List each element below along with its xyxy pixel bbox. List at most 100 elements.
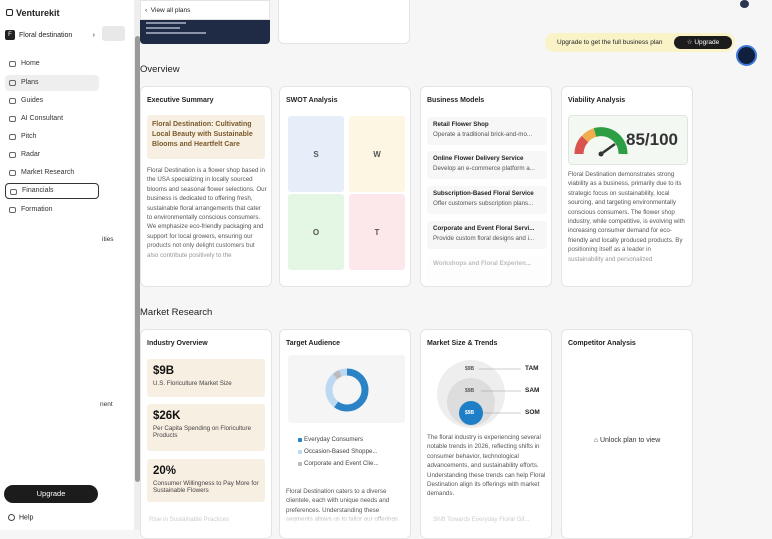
swot-strengths: S xyxy=(288,116,344,192)
model-name: Retail Flower Shop xyxy=(433,121,489,128)
viability-card[interactable]: Viability Analysis 85/100 Floral Destina… xyxy=(561,86,693,287)
card-title: Executive Summary xyxy=(147,97,214,104)
upgrade-button[interactable]: Upgrade xyxy=(4,485,98,503)
nav-label: Radar xyxy=(21,151,41,158)
brand: Venturekit xyxy=(6,8,60,18)
model-item: Subscription-Based Floral Service Offer c… xyxy=(427,186,547,214)
swot-threats: T xyxy=(349,194,405,270)
banner-button[interactable]: ☆ Upgrade xyxy=(674,36,732,49)
market-circles xyxy=(437,360,521,428)
swot-card[interactable]: SWOT Analysis S W O T xyxy=(279,86,411,287)
model-item: Retail Flower Shop Operate a traditional … xyxy=(427,117,547,145)
model-name: Corporate and Event Floral Servi... xyxy=(433,225,535,232)
card-title: Market Size & Trends xyxy=(427,340,498,347)
nav-label: Guides xyxy=(21,97,44,104)
nav-label: Plans xyxy=(21,79,39,86)
tam-label: TAM xyxy=(525,365,539,372)
tam-value: $9B xyxy=(465,366,475,372)
stat: 20% Consumer Willingness to Pay More for … xyxy=(147,459,265,502)
model-name: Subscription-Based Floral Service xyxy=(433,190,534,197)
stat-label: Consumer Willingness to Pay More for Sus… xyxy=(153,480,259,494)
legend-label: Everyday Consumers xyxy=(304,436,364,443)
nav-item[interactable]: Financials xyxy=(5,183,99,199)
help[interactable]: Help xyxy=(8,514,33,521)
model-item: Online Flower Delivery Service Develop an… xyxy=(427,151,547,179)
model-item: Corporate and Event Floral Servi... Provi… xyxy=(427,221,547,249)
sidebar: Venturekit F Floral destination › Home Pla… xyxy=(0,0,134,530)
model-desc: Develop an e-commerce platform a... xyxy=(433,165,535,172)
stat-label: Per Capita Spending on Floriculture Prod… xyxy=(153,425,252,439)
stat-value: 20% xyxy=(153,465,177,477)
gauge xyxy=(574,127,628,157)
banner-button-label: Upgrade xyxy=(694,39,720,46)
trends-text: The floral industry is experiencing seve… xyxy=(427,434,546,498)
banner-text: Upgrade to get the full business plan xyxy=(557,39,663,46)
score-box: 85/100 xyxy=(568,115,688,165)
headline: Floral Destination: Cultivating Local Be… xyxy=(147,115,265,159)
faded-text: Rise in Sustainable Practices xyxy=(149,516,230,523)
audience-text: Floral Destination caters to a diverse c… xyxy=(286,488,399,523)
som-value: $9B xyxy=(465,410,475,416)
project-name: Floral destination xyxy=(19,32,73,39)
stat: $26K Per Capita Spending on Floriculture … xyxy=(147,404,265,451)
hidden-text: ities xyxy=(102,236,114,243)
locked-label: Unlock plan to view xyxy=(599,437,661,444)
nav-item[interactable]: Guides xyxy=(5,93,99,109)
brand-text: Venturekit xyxy=(16,8,60,18)
legend-item: Corporate and Event Clie... xyxy=(298,460,379,467)
legend-item: Occasion-Based Shoppe... xyxy=(298,448,378,455)
card-title: Industry Overview xyxy=(147,340,208,347)
industry-overview-card[interactable]: Industry Overview $9B U.S. Floriculture M… xyxy=(140,329,272,539)
nav-label: Home xyxy=(21,60,40,67)
avatar[interactable] xyxy=(736,45,757,66)
plan-thumbnail[interactable] xyxy=(140,20,270,44)
model-desc: Operate a traditional brick-and-mo... xyxy=(433,131,533,138)
nav-label: Market Research xyxy=(21,169,75,176)
card-title: Competitor Analysis xyxy=(568,340,636,347)
swot-weaknesses: W xyxy=(349,116,405,192)
hidden-text: nent xyxy=(100,401,113,408)
upgrade-banner: Upgrade to get the full business plan ☆ … xyxy=(545,33,735,52)
view-all-label: View all plans xyxy=(150,7,191,14)
nav-item[interactable]: Home xyxy=(5,56,99,72)
nav-item[interactable]: Pitch xyxy=(5,129,99,145)
view-all-plans[interactable]: ‹ View all plans xyxy=(140,0,270,20)
plan-card[interactable] xyxy=(278,0,410,44)
nav-label: Financials xyxy=(22,187,54,194)
section-heading: Market Research xyxy=(140,307,213,318)
nav-item[interactable]: Formation xyxy=(5,202,99,218)
model-desc: Offer customers subscription plans... xyxy=(433,200,534,207)
competitor-card[interactable]: Competitor Analysis ⌂ Unlock plan to vie… xyxy=(561,329,693,539)
project-select[interactable]: F Floral destination › xyxy=(5,29,97,43)
stat-value: $9B xyxy=(153,365,175,377)
faded-text: Shift Towards Everyday Floral Gif... xyxy=(433,516,530,523)
nav-item[interactable]: Market Research xyxy=(5,165,99,181)
nav-label: Pitch xyxy=(21,133,37,140)
nav-item[interactable]: Radar xyxy=(5,147,99,163)
nav-item[interactable]: AI Consultant xyxy=(5,111,99,127)
legend-label: Corporate and Event Clie... xyxy=(304,460,379,467)
market-size-card[interactable]: Market Size & Trends $9B $9B $9B TAM SAM… xyxy=(420,329,552,539)
business-models-card[interactable]: Business Models Retail Flower Shop Operat… xyxy=(420,86,552,287)
summary-text: Floral Destination is a flower shop base… xyxy=(147,167,267,259)
section-heading: Overview xyxy=(140,64,180,75)
nav-item[interactable]: Plans xyxy=(5,75,99,91)
account-icon[interactable] xyxy=(740,0,749,8)
scrollbar-thumb[interactable] xyxy=(134,36,140,482)
card-title: SWOT Analysis xyxy=(286,97,338,104)
collapse-button[interactable] xyxy=(102,26,125,41)
legend-item: Everyday Consumers xyxy=(298,436,364,443)
target-audience-card[interactable]: Target Audience Everyday Consumers Occas… xyxy=(279,329,411,539)
card-title: Target Audience xyxy=(286,340,341,347)
help-label: Help xyxy=(19,514,34,522)
executive-summary-card[interactable]: Executive Summary Floral Destination: Cu… xyxy=(140,86,272,287)
chart-box xyxy=(288,355,405,423)
score: 85/100 xyxy=(626,130,678,149)
sam-value: $9B xyxy=(465,388,475,394)
legend-label: Occasion-Based Shoppe... xyxy=(304,448,378,455)
model-name: Online Flower Delivery Service xyxy=(433,155,524,162)
card-title: Business Models xyxy=(427,97,485,104)
sam-label: SAM xyxy=(525,387,540,394)
locked-message[interactable]: ⌂ Unlock plan to view xyxy=(593,437,661,444)
